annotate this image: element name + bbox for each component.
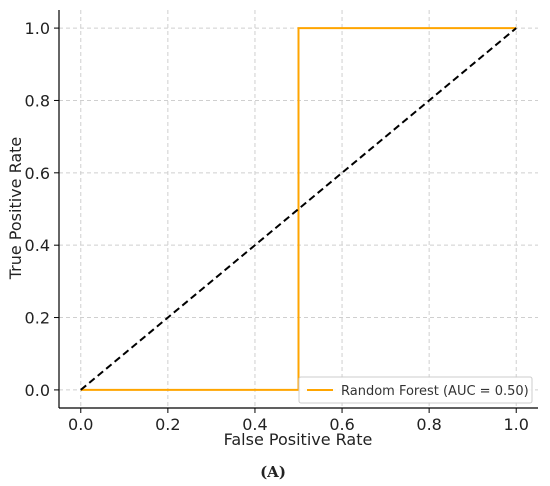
series-layer (80, 27, 517, 391)
x-tick-label: 0.4 (242, 415, 267, 434)
series-line-reference-diagonal (80, 27, 517, 391)
legend-label-random-forest: Random Forest (AUC = 0.50) (341, 384, 529, 399)
series-line-random-forest (80, 27, 517, 391)
y-tick-label: 0.8 (25, 91, 50, 110)
x-axis-title: False Positive Rate (224, 430, 373, 449)
axes (58, 10, 538, 409)
y-tick-label: 0.4 (25, 236, 50, 255)
legend-box (298, 376, 533, 404)
x-tick-label: 1.0 (504, 415, 529, 434)
x-tick-label: 0.6 (329, 415, 354, 434)
x-tick-label: 0.0 (68, 415, 93, 434)
ticks: 0.0 0.2 0.4 0.6 0.8 1.0 0.0 0.2 0.4 0.6 0.8 1.0 (25, 19, 529, 434)
figure-caption: (A) (260, 463, 286, 481)
x-tick-label: 0.8 (416, 415, 441, 434)
y-tick-label: 0.6 (25, 164, 50, 183)
x-tick-label: 0.2 (155, 415, 180, 434)
y-tick-label: 0.2 (25, 309, 50, 328)
legend: Random Forest (AUC = 0.50) (298, 376, 533, 404)
y-tick-label: 1.0 (25, 19, 50, 38)
y-axis-title: True Positive Rate (6, 137, 25, 281)
y-tick-label: 0.0 (25, 381, 50, 400)
